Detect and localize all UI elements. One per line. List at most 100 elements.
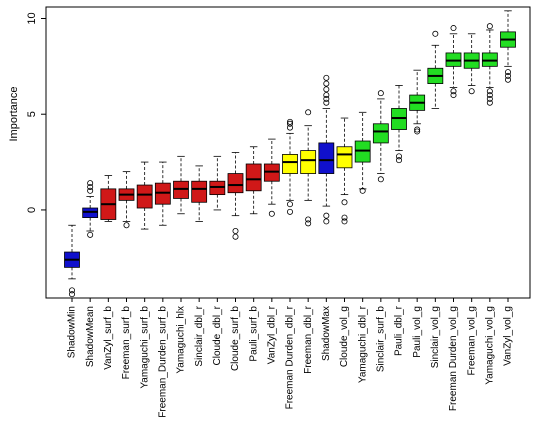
x-tick-label: ShadowMax bbox=[321, 306, 332, 361]
box-sinclair_dbl_r bbox=[191, 165, 208, 222]
outlier-point bbox=[286, 201, 293, 208]
x-tick-label: VanZyl_vol_g bbox=[503, 306, 514, 366]
box-vanzyl_vol_g bbox=[500, 10, 516, 83]
outlier-point bbox=[87, 180, 94, 187]
outlier-point bbox=[305, 220, 312, 227]
box-yamaguchi_dbl_r bbox=[354, 111, 371, 194]
y-axis: 0 5 10 bbox=[26, 12, 46, 213]
outlier-point bbox=[232, 227, 239, 234]
outlier-point bbox=[450, 88, 457, 95]
x-tick-label: Cloude_dbl_r bbox=[212, 305, 223, 365]
x-tick-label: Sinclair_dbl_r bbox=[194, 305, 205, 366]
outlier-point bbox=[341, 214, 348, 221]
outlier-point bbox=[87, 231, 94, 238]
outlier-point bbox=[69, 291, 76, 298]
outlier-point bbox=[450, 92, 457, 99]
box-cloude_vol_g bbox=[336, 117, 353, 225]
x-tick-label: Pauli_dbl_r bbox=[394, 305, 405, 356]
box-iqr bbox=[372, 123, 389, 144]
x-tick-label: Freeman_dbl_r bbox=[303, 305, 314, 373]
outlier-point bbox=[305, 109, 312, 116]
outlier-point bbox=[286, 120, 293, 127]
outlier-point bbox=[323, 74, 330, 81]
box-iqr bbox=[300, 150, 317, 174]
y-tick-label: 5 bbox=[26, 111, 38, 117]
y-tick-label: 0 bbox=[26, 207, 38, 213]
outlier-point bbox=[395, 157, 402, 164]
outlier-point bbox=[486, 23, 493, 30]
box-sinclair_surf_b bbox=[372, 90, 389, 183]
outlier-point bbox=[414, 128, 421, 135]
outlier-point bbox=[359, 187, 366, 194]
box-freeman_vol_g bbox=[463, 33, 480, 95]
y-axis-label: Importance bbox=[8, 86, 20, 141]
outlier-point bbox=[414, 126, 421, 133]
x-tick-label: Sinclair_surf_b bbox=[375, 306, 386, 373]
boxes bbox=[64, 10, 516, 298]
outlier-point bbox=[377, 176, 384, 183]
outlier-point bbox=[305, 216, 312, 223]
box-iqr bbox=[136, 184, 153, 209]
x-axis-labels: ShadowMin ShadowMean VanZyl_surf_b Freeman_… bbox=[67, 298, 514, 418]
box-iqr bbox=[245, 163, 262, 192]
x-tick-label: Cloude_vol_g bbox=[339, 306, 350, 367]
outlier-point bbox=[504, 76, 511, 83]
outlier-point bbox=[395, 153, 402, 160]
outlier-point bbox=[87, 183, 94, 190]
outlier-point bbox=[486, 99, 493, 106]
x-tick-label: Cloude_surf_b bbox=[230, 306, 241, 371]
x-tick-label: Yamaguchi_surf_b bbox=[139, 306, 150, 389]
outlier-point bbox=[323, 218, 330, 225]
box-yamaguchi_vol_g bbox=[481, 23, 498, 106]
outlier-point bbox=[323, 80, 330, 87]
outlier-point bbox=[286, 118, 293, 125]
x-tick-label: Yamaguchi_dbl_r bbox=[357, 305, 368, 383]
x-tick-label: VanZyl_dbl_r bbox=[266, 305, 277, 364]
x-tick-label: Freeman Durden_vol_g bbox=[448, 306, 459, 411]
box-vanzyl_surf_b bbox=[100, 175, 117, 222]
box-sinclair_vol_g bbox=[427, 30, 444, 109]
box-shadowmax bbox=[318, 74, 335, 225]
x-tick-label: Freeman_surf_b bbox=[121, 306, 132, 380]
x-tick-label: Sinclair_vol_g bbox=[430, 306, 441, 368]
outlier-point bbox=[504, 69, 511, 76]
outlier-point bbox=[341, 218, 348, 225]
box-iqr bbox=[318, 142, 335, 174]
x-tick-label: Freeman_Durden_surf_b bbox=[157, 306, 168, 418]
box-cloude_surf_b bbox=[227, 152, 244, 240]
outlier-point bbox=[323, 99, 330, 106]
outlier-point bbox=[486, 92, 493, 99]
x-tick-label: ShadowMean bbox=[85, 306, 96, 367]
box-freeman-durden_vol_g bbox=[445, 25, 462, 99]
outlier-point bbox=[69, 287, 76, 294]
x-tick-label: Freeman Durden_dbl_r bbox=[285, 305, 296, 409]
outlier-point bbox=[323, 212, 330, 219]
plot-frame bbox=[45, 6, 531, 299]
box-iqr bbox=[282, 154, 298, 174]
box-iqr bbox=[191, 180, 208, 203]
x-tick-label: ShadowMin bbox=[67, 306, 78, 358]
box-vanzyl_dbl_r bbox=[263, 138, 280, 217]
outlier-point bbox=[486, 95, 493, 102]
x-tick-label: VanZyl_surf_b bbox=[103, 306, 114, 370]
outlier-point bbox=[286, 208, 293, 215]
box-iqr bbox=[336, 146, 353, 169]
outlier-point bbox=[504, 72, 511, 79]
box-shadowmin bbox=[64, 224, 80, 298]
outlier-point bbox=[468, 88, 475, 95]
box-freeman_durden_surf_b bbox=[154, 161, 171, 226]
box-freeman_dbl_r bbox=[300, 109, 317, 227]
outlier-point bbox=[341, 199, 348, 206]
box-yamaguchi_hlx bbox=[173, 155, 189, 215]
outlier-point bbox=[268, 210, 275, 217]
outlier-point bbox=[432, 30, 439, 37]
box-pauli_surf_b bbox=[245, 146, 262, 215]
outlier-point bbox=[323, 92, 330, 99]
x-tick-label: Pauli_vol_g bbox=[412, 306, 423, 358]
box-shadowmean bbox=[82, 180, 99, 238]
box-iqr bbox=[227, 173, 244, 194]
outlier-point bbox=[377, 90, 384, 97]
box-cloude_dbl_r bbox=[209, 155, 226, 211]
x-tick-label: Pauli_surf_b bbox=[248, 306, 259, 362]
